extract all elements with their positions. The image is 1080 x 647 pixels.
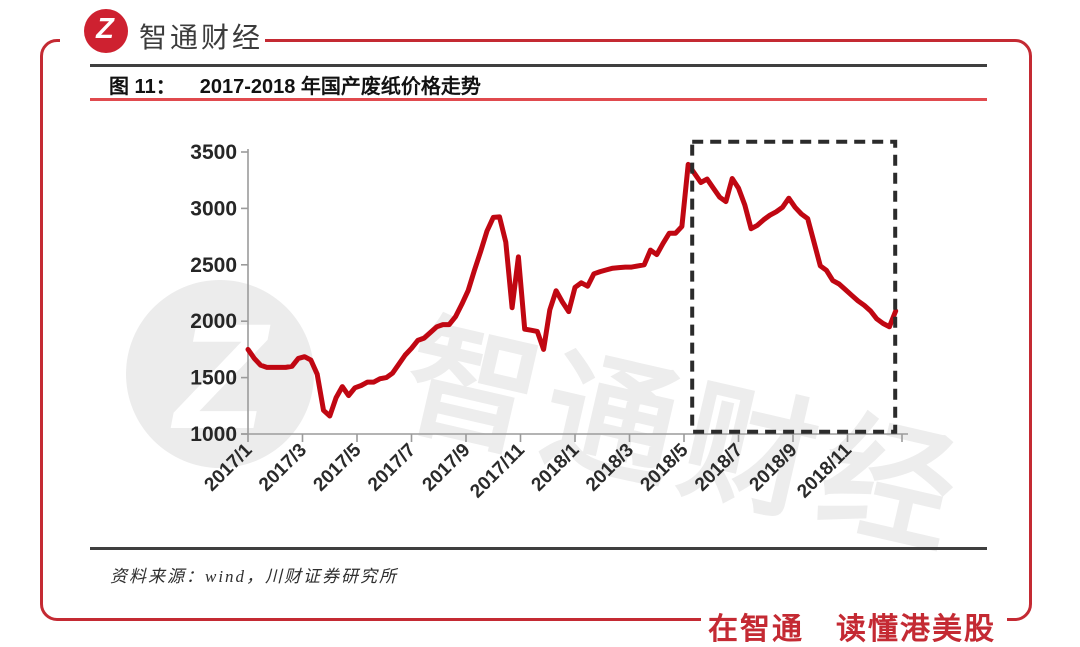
page-frame — [40, 39, 1032, 621]
watermark-logo-circle — [126, 280, 314, 468]
x-axis-label: 2017/5 — [310, 439, 366, 495]
price-line — [245, 161, 899, 419]
frame-gap — [701, 611, 1007, 629]
watermark-text: 智通财经 — [392, 302, 979, 573]
figure-title-row: 图 11： 2017-2018 年国产废纸价格走势 — [109, 70, 481, 99]
title-top-rule — [90, 64, 987, 67]
zhitong-logo-icon: Z — [84, 9, 128, 53]
y-axis-label: 2000 — [190, 310, 237, 333]
slogan-text: 在智通 读懂港美股 — [708, 613, 996, 646]
y-axis-label: 2500 — [190, 254, 237, 277]
y-axis-label: 1000 — [190, 423, 237, 446]
figure-title: 2017-2018 年国产废纸价格走势 — [199, 76, 481, 98]
footer-rule — [90, 547, 987, 550]
source-text: 资料来源：wind，川财证券研究所 — [110, 567, 399, 586]
y-axis-label: 1500 — [190, 367, 237, 390]
watermark-logo-z-glyph: Z — [170, 292, 271, 460]
title-bottom-rule — [90, 98, 987, 101]
y-axis-label: 3500 — [190, 141, 237, 164]
logo-z-glyph: Z — [96, 12, 114, 45]
highlight-box — [690, 139, 898, 434]
figure-label: 图 11： — [109, 76, 176, 98]
x-axis-label: 2017/7 — [364, 440, 420, 496]
brand-name: 智通财经 — [139, 22, 264, 53]
y-axis-label: 3000 — [190, 197, 237, 220]
